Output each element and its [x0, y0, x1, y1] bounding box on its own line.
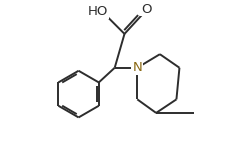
Text: O: O [141, 3, 152, 16]
Text: HO: HO [88, 5, 108, 18]
Text: N: N [132, 61, 142, 74]
